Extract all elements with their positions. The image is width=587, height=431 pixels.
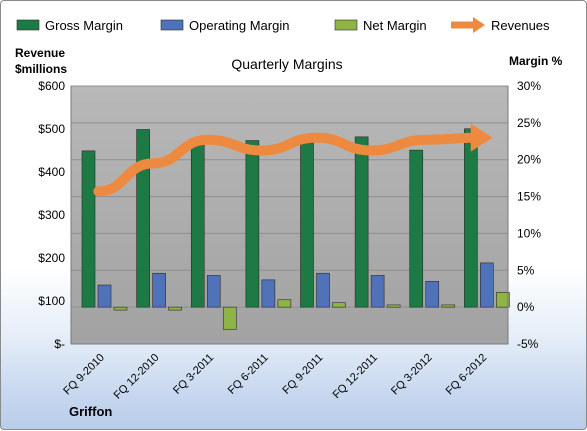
bar-net-margin [386, 304, 401, 308]
bar-net-margin [441, 304, 456, 308]
chart-title: Quarterly Margins [231, 56, 342, 72]
left-tick-label: $500 [38, 122, 65, 136]
category-label: FQ 9-2010 [61, 352, 107, 398]
left-axis-title-line2: $millions [15, 62, 67, 76]
right-tick-label: 10% [517, 226, 541, 240]
company-label: Griffon [69, 404, 112, 419]
category-label: FQ 9-2011 [280, 352, 325, 397]
right-tick-label: 15% [517, 190, 541, 204]
bar-gross-margin [136, 129, 150, 308]
bar-gross-margin [300, 140, 314, 308]
bar-operating-margin [261, 279, 276, 308]
bar-net-margin [277, 299, 292, 308]
bar-operating-margin [425, 281, 440, 308]
legend-arrow-revenues [473, 17, 485, 33]
left-tick-label: $400 [38, 165, 65, 179]
category-label: FQ 6-2012 [444, 352, 490, 398]
right-tick-label: 25% [517, 116, 541, 130]
legend-label-gross-margin: Gross Margin [45, 18, 123, 33]
category-label: FQ 3-2012 [389, 352, 435, 398]
left-tick-label: $- [54, 337, 65, 351]
left-tick-label: $100 [38, 294, 65, 308]
bar-net-margin [168, 306, 182, 311]
revenue-line-path [93, 132, 486, 197]
right-tick-label: 20% [517, 153, 541, 167]
left-tick-label: $200 [38, 251, 65, 265]
legend-swatch-operating-margin [160, 19, 184, 31]
legend-swatch-net-margin [334, 19, 358, 31]
right-tick-label: -5% [517, 337, 539, 351]
category-label: FQ 3-2011 [171, 352, 216, 397]
bar-gross-margin [464, 128, 478, 308]
category-label: FQ 12-2010 [112, 352, 162, 402]
bar-operating-margin [97, 284, 112, 308]
revenue-line [93, 123, 493, 197]
bar-gross-margin [354, 136, 369, 308]
right-tick-label: 5% [517, 263, 535, 277]
category-label: FQ 6-2011 [226, 352, 271, 397]
bar-gross-margin [190, 138, 205, 308]
bar-net-margin [332, 302, 346, 308]
right-tick-label: 30% [517, 79, 541, 93]
bar-series [81, 128, 510, 330]
bar-net-margin [496, 292, 510, 308]
right-axis-title: Margin % [509, 54, 563, 68]
right-tick-label: 0% [517, 300, 535, 314]
left-tick-label: $300 [38, 208, 65, 222]
legend-label-net-margin: Net Margin [363, 18, 427, 33]
revenue-arrow-head [470, 123, 493, 152]
bar-gross-margin [81, 150, 96, 308]
bar-operating-margin [480, 262, 494, 308]
bar-gross-margin [245, 140, 260, 308]
bar-operating-margin [316, 272, 330, 308]
legend: Gross Margin Operating Margin Net Margin Re… [16, 17, 550, 33]
bar-operating-margin [152, 272, 166, 308]
bar-net-margin [222, 306, 237, 330]
legend-label-operating-margin: Operating Margin [189, 18, 289, 33]
left-axis-title-line1: Revenue [15, 46, 65, 60]
bar-operating-margin [370, 275, 385, 308]
left-tick-label: $600 [38, 79, 65, 93]
bar-gross-margin [409, 149, 424, 308]
legend-swatch-gross-margin [16, 19, 40, 31]
bar-operating-margin [206, 275, 221, 308]
category-label: FQ 12-2011 [331, 352, 380, 401]
bar-net-margin [113, 306, 128, 311]
legend-label-revenues: Revenues [491, 18, 550, 33]
